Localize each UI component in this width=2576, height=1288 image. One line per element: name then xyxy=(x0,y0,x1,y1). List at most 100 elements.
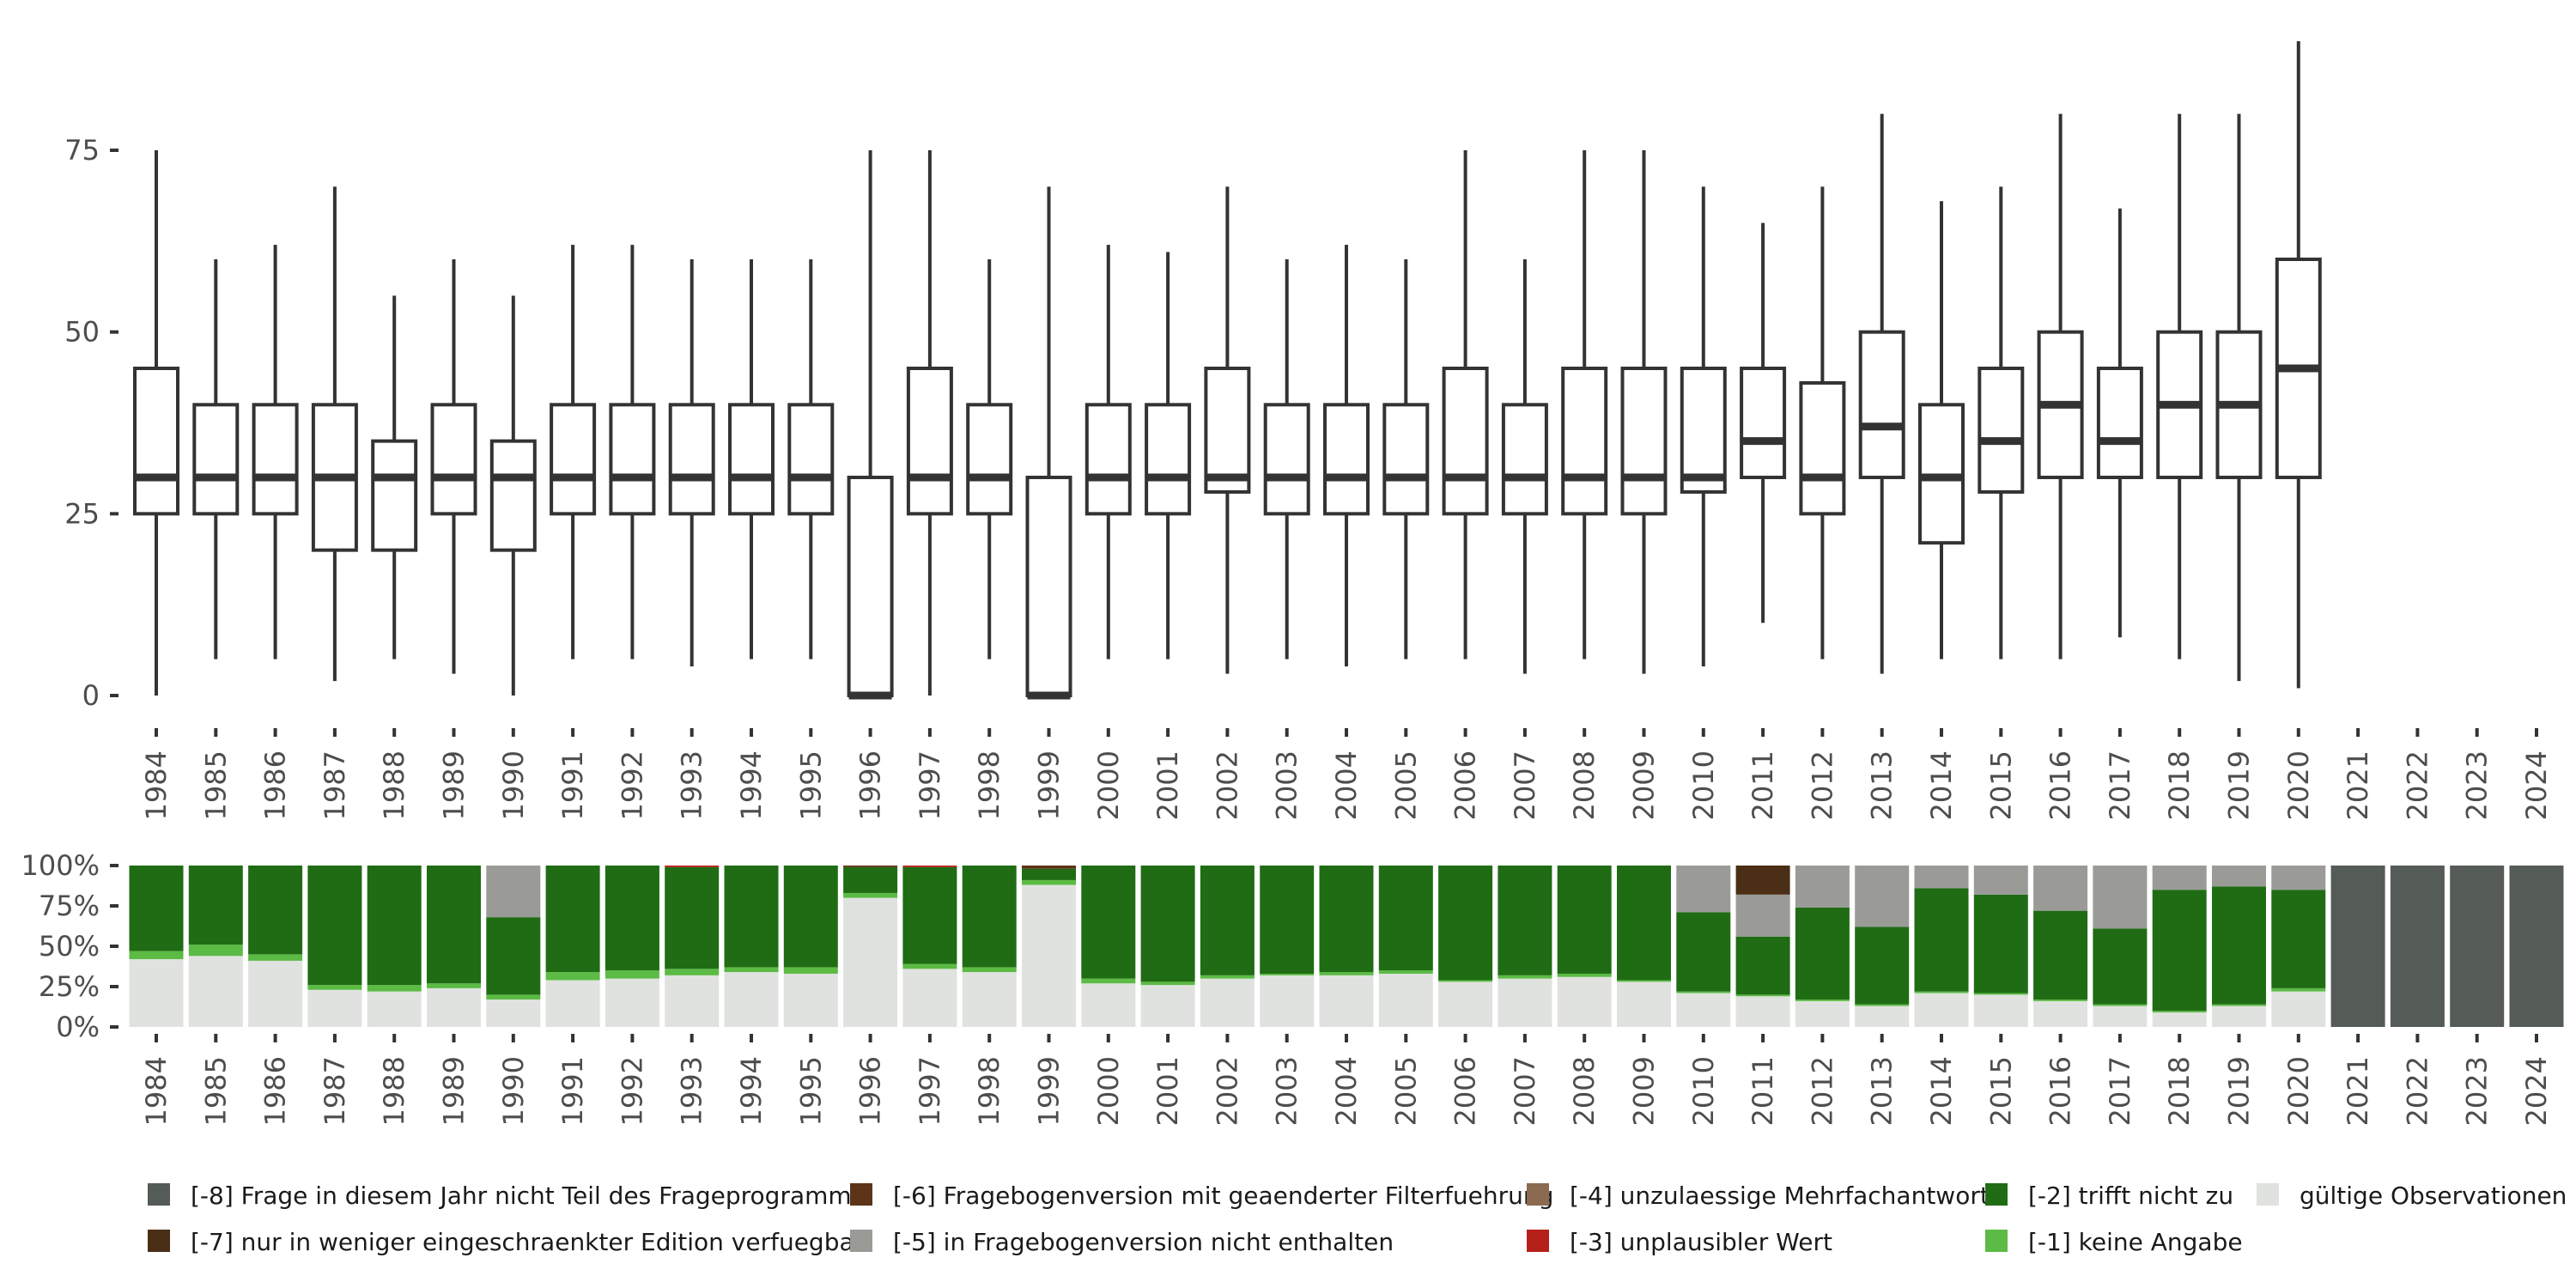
x-tick-label: 2024 xyxy=(2520,1056,2553,1126)
x-tick-label: 1988 xyxy=(378,750,410,820)
bar-segment xyxy=(1319,866,1374,973)
box-iqr xyxy=(906,367,953,516)
bar-stack-2024 xyxy=(2509,866,2564,1027)
bar-segment xyxy=(605,866,659,971)
bar-stack-2007 xyxy=(1498,866,1552,1027)
bar-segment xyxy=(1676,991,1731,993)
box-iqr xyxy=(133,367,179,516)
bar-stack-2003 xyxy=(1260,866,1315,1027)
box-iqr xyxy=(489,439,537,552)
bar-segment xyxy=(902,969,957,1027)
bar-segment xyxy=(1617,981,1671,1027)
bar-segment xyxy=(1914,993,1969,1027)
bar-segment xyxy=(1081,978,1136,984)
box-1997 xyxy=(906,150,953,696)
box-1989 xyxy=(430,259,477,674)
x-tick-label: 2017 xyxy=(2104,750,2136,820)
bar-stack-1995 xyxy=(783,866,838,1027)
y-tick-label: 0% xyxy=(56,1011,100,1043)
x-tick-label: 1991 xyxy=(556,750,589,820)
bar-segment xyxy=(1498,975,1552,979)
bar-segment xyxy=(307,989,362,1027)
bar-stack-2004 xyxy=(1319,866,1374,1027)
bar-segment xyxy=(2509,866,2564,1027)
bar-segment xyxy=(2033,1000,2088,1027)
bar-segment xyxy=(1081,983,1136,1027)
bar-segment xyxy=(1557,976,1612,1027)
x-tick-label: 1994 xyxy=(735,750,768,820)
boxplot-panel: 0 25 50 75 1984 1985 1986 1987 1988 1989 1990 1991 1… xyxy=(64,41,2553,820)
bar-segment xyxy=(962,967,1017,973)
bar-stack-2023 xyxy=(2450,866,2505,1027)
x-tick-label: 2002 xyxy=(1211,750,1243,820)
legend-label: [-5] in Fragebogenversion nicht enthalte… xyxy=(893,1228,1394,1256)
x-tick-label: 1996 xyxy=(854,1056,887,1126)
box-1986 xyxy=(252,245,299,659)
bar-segment xyxy=(1855,1005,1910,1027)
box-2004 xyxy=(1323,245,1370,667)
bar-segment xyxy=(665,866,720,969)
legend-label: [-6] Fragebogenversion mit geaenderter F… xyxy=(893,1182,1553,1210)
bar-stack-1998 xyxy=(962,866,1017,1027)
box-iqr xyxy=(2096,367,2143,479)
bar-segment xyxy=(724,967,779,973)
bar-segment xyxy=(1022,868,1076,880)
legend-item: [-2] trifft nicht zu xyxy=(1985,1182,2233,1210)
bar-segment xyxy=(2033,866,2088,911)
x-tick-label: 2013 xyxy=(1866,750,1899,820)
x-tick-label: 2000 xyxy=(1092,750,1125,820)
bar-segment xyxy=(427,987,481,1027)
bar-segment xyxy=(2093,1005,2148,1027)
box-iqr xyxy=(847,476,894,697)
legend-swatch xyxy=(850,1230,872,1252)
bar-segment xyxy=(902,866,957,867)
bar-segment xyxy=(1498,866,1552,975)
box-iqr xyxy=(430,403,477,516)
bar-segment xyxy=(1140,981,1195,986)
box-iqr xyxy=(728,403,775,516)
x-tick-label: 2005 xyxy=(1389,750,1422,820)
box-2000 xyxy=(1084,245,1132,659)
x-tick-label: 2010 xyxy=(1687,750,1720,820)
bar-stack-2016 xyxy=(2033,866,2088,1027)
box-iqr xyxy=(1501,403,1548,516)
x-tick-label: 1987 xyxy=(319,750,351,820)
bar-segment xyxy=(248,866,303,955)
x-tick-label: 1996 xyxy=(854,750,887,820)
box-iqr xyxy=(1799,380,1846,516)
x-tick-label: 1999 xyxy=(1033,750,1066,820)
bar-stack-1993 xyxy=(665,866,720,1027)
box-1991 xyxy=(550,245,597,659)
legend-label: [-3] unplausibler Wert xyxy=(1570,1228,1832,1256)
legend-swatch xyxy=(1985,1230,2008,1252)
box-1995 xyxy=(787,259,835,659)
bar-segment xyxy=(1676,993,1731,1027)
x-tick-label: 1985 xyxy=(199,1056,232,1126)
bar-stack-2019 xyxy=(2212,866,2266,1027)
bar-segment xyxy=(1378,866,1433,971)
box-1996 xyxy=(847,150,894,700)
x-tick-label: 1998 xyxy=(973,1056,1005,1126)
bar-segment xyxy=(367,866,422,986)
box-1988 xyxy=(371,295,418,659)
bar-segment xyxy=(1140,866,1195,982)
bar-segment xyxy=(1795,907,1850,1000)
bar-segment xyxy=(1973,993,2028,995)
box-1998 xyxy=(966,259,1013,659)
y-tick-label: 25% xyxy=(39,970,100,1003)
bar-segment xyxy=(2033,999,2088,1001)
bar-segment xyxy=(1438,866,1493,981)
box-iqr xyxy=(787,403,835,516)
bar-segment xyxy=(427,983,481,988)
bar-segment xyxy=(1378,970,1433,974)
legend-swatch xyxy=(1985,1183,2008,1206)
box-2008 xyxy=(1561,150,1608,659)
box-2007 xyxy=(1501,259,1548,674)
bar-segment xyxy=(783,973,838,1027)
x-tick-label: 2002 xyxy=(1211,1056,1243,1126)
bar-stack-2018 xyxy=(2152,866,2207,1027)
legend-item: [-1] keine Angabe xyxy=(1985,1228,2243,1256)
x-tick-label: 2003 xyxy=(1271,750,1303,820)
bar-segment xyxy=(188,945,243,957)
